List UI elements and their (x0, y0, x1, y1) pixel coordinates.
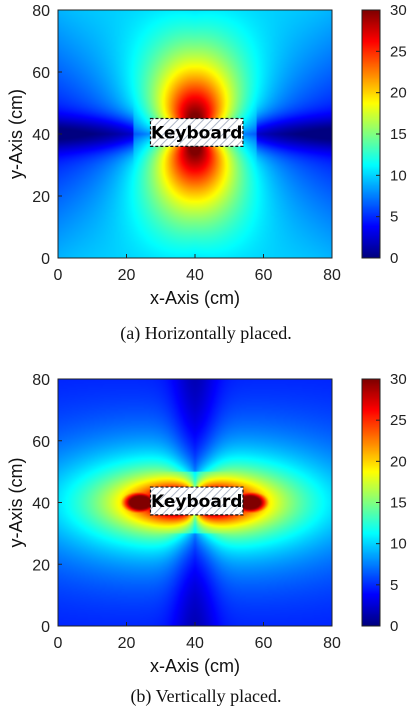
keyboard-label-a: Keyboard (151, 123, 242, 143)
x-axis-label-b: x-Axis (cm) (150, 656, 240, 676)
colorbar-tick-label: 15 (390, 126, 407, 143)
y-ticks-b: 0 20 40 60 80 (32, 372, 62, 636)
heatmap-panel-a: 0 20 40 60 80 0 20 40 60 80 x-Axis (cm) y-Axis (… (6, 2, 407, 344)
y-tick-label: 80 (32, 372, 50, 389)
colorbar-tick-label: 30 (390, 2, 407, 19)
x-tick-label: 80 (323, 635, 341, 652)
y-tick-label: 40 (32, 496, 50, 513)
x-axis-label-a: x-Axis (cm) (150, 288, 240, 308)
keyboard-box-a (149, 117, 244, 147)
keyboard-annotation-a: Keyboard (149, 117, 244, 147)
caption-b: (b) Vertically placed. (130, 686, 281, 707)
y-tick-label: 20 (32, 557, 50, 574)
colorbar-tick-label: 25 (390, 43, 407, 60)
y-ticks-a: 0 20 40 60 80 (32, 3, 62, 268)
y-tick-label: 20 (32, 189, 50, 206)
x-tick-label: 0 (54, 267, 63, 284)
colorbar-tick-label: 0 (390, 250, 398, 267)
heatmap-chart-a: 0 20 40 60 80 0 20 40 60 80 x-Axis (cm) y-Axis (… (6, 2, 407, 344)
colorbar-tick-label: 10 (390, 536, 407, 553)
colorbar-tick-label: 25 (390, 412, 407, 429)
colorbar-tick-label: 0 (390, 618, 398, 635)
y-tick-label: 60 (32, 434, 50, 451)
x-tick-label: 60 (255, 635, 273, 652)
colorbar-tick-label: 5 (390, 209, 398, 226)
keyboard-label-b: Keyboard (151, 492, 242, 512)
colorbar-a (362, 10, 380, 258)
keyboard-box-b (149, 486, 244, 516)
colorbar-ticks-a: 0 5 10 15 20 25 30 (376, 2, 407, 267)
heatmap-panel-b: 0 20 40 60 80 0 20 40 60 80 x-Axis (cm) y-Axis (… (0, 362, 412, 719)
y-tick-label: 60 (32, 65, 50, 82)
x-tick-label: 20 (118, 635, 136, 652)
colorbar-ticks-b: 0 5 10 15 20 25 30 (376, 371, 407, 635)
colorbar-tick-label: 20 (390, 453, 407, 470)
y-axis-label-a: y-Axis (cm) (6, 89, 26, 179)
y-tick-label: 0 (41, 251, 50, 268)
x-ticks-b: 0 20 40 60 80 (54, 622, 341, 652)
y-tick-label: 40 (32, 127, 50, 144)
colorbar-tick-label: 5 (390, 577, 398, 594)
keyboard-annotation-b: Keyboard (149, 486, 244, 516)
x-tick-label: 40 (186, 635, 204, 652)
colorbar-tick-label: 30 (390, 371, 407, 388)
colorbar-b (362, 379, 380, 626)
heatmap-chart-b: 0 20 40 60 80 0 20 40 60 80 x-Axis (cm) y-Axis (… (6, 371, 407, 707)
caption-a: (a) Horizontally placed. (120, 323, 291, 344)
colorbar-tick-label: 15 (390, 495, 407, 512)
y-axis-label-b: y-Axis (cm) (6, 458, 26, 548)
x-tick-label: 80 (323, 267, 341, 284)
x-tick-label: 60 (255, 267, 273, 284)
x-tick-label: 0 (54, 635, 63, 652)
colorbar-tick-label: 20 (390, 85, 407, 102)
y-tick-label: 0 (41, 619, 50, 636)
x-tick-label: 40 (186, 267, 204, 284)
x-ticks-a: 0 20 40 60 80 (54, 254, 341, 284)
colorbar-tick-label: 10 (390, 167, 407, 184)
y-tick-label: 80 (32, 3, 50, 20)
x-tick-label: 20 (118, 267, 136, 284)
